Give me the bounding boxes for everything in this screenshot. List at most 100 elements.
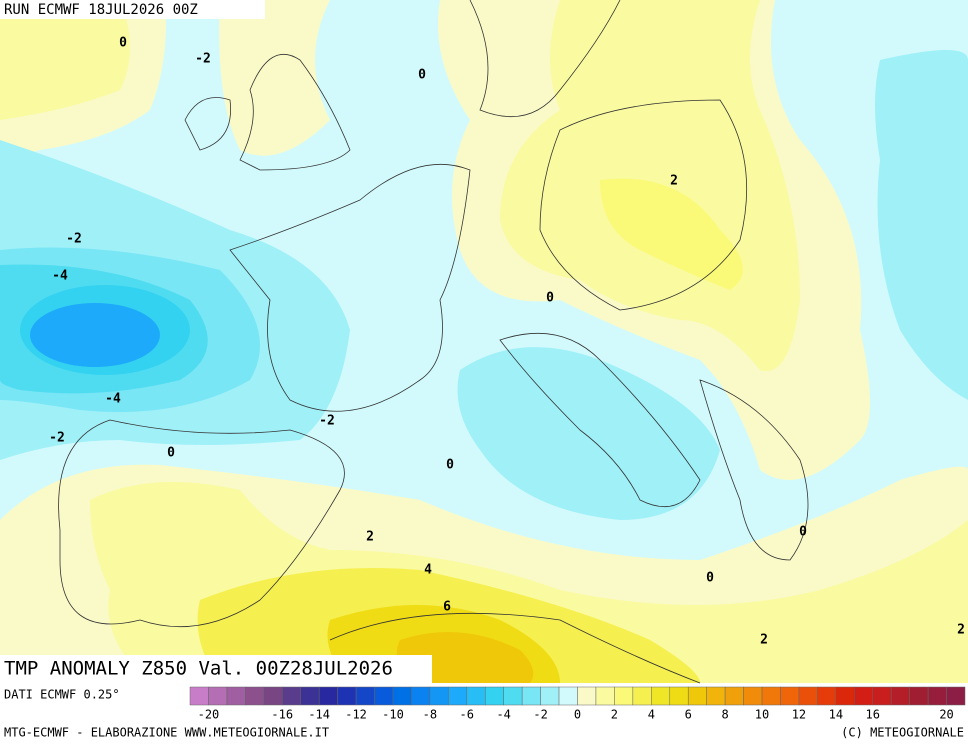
colorbar-tick-label: -20 — [198, 708, 220, 722]
colorbar-tick-label: 8 — [722, 708, 729, 722]
colorbar-tick-label: -10 — [382, 708, 404, 722]
border — [539, 99, 748, 311]
colorbar-tick-label: -4 — [496, 708, 510, 722]
coastline — [229, 163, 471, 412]
contour-label: -2 — [319, 414, 335, 429]
colorbar-tick-label: 2 — [611, 708, 618, 722]
colorbar-tick-label: -12 — [345, 708, 367, 722]
colorbar-tick-label: -14 — [308, 708, 330, 722]
colorbar-box — [761, 686, 781, 706]
contour-label: 4 — [424, 563, 432, 578]
colorbar-box — [337, 686, 357, 706]
anomaly-area — [219, 0, 330, 156]
contour-label: 0 — [546, 291, 554, 306]
colorbar-box — [927, 686, 947, 706]
colorbar-box — [226, 686, 246, 706]
contour-label: 0 — [799, 525, 807, 540]
anomaly-area — [875, 50, 968, 400]
colorbar-tick-label: 4 — [648, 708, 655, 722]
colorbar-box — [946, 686, 966, 706]
colorbar-box — [411, 686, 431, 706]
coastline — [329, 612, 701, 684]
colorbar-box — [669, 686, 689, 706]
colorbar-box — [817, 686, 837, 706]
contour-label: -4 — [105, 392, 121, 407]
colorbar-box — [189, 686, 209, 706]
colorbar-box — [632, 686, 652, 706]
colorbar-box — [282, 686, 301, 706]
colorbar-box — [300, 686, 320, 706]
colorbar-tick-label: 20 — [939, 708, 953, 722]
colorbar-tick-label: 10 — [755, 708, 769, 722]
colorbar: -20 -16 -14 -12 -10 -8 -6 -4 -2 0 2 4 6 8 10 12 14 16 20 — [189, 686, 966, 722]
colorbar-box — [355, 686, 375, 706]
colorbar-box — [466, 686, 486, 706]
coastline — [699, 379, 809, 561]
coastlines — [58, 0, 809, 684]
data-source: DATI ECMWF 0.25° — [4, 688, 120, 702]
colorbar-box — [724, 686, 744, 706]
contour-label: -4 — [52, 269, 68, 284]
colorbar-box — [909, 686, 929, 706]
colorbar-box — [743, 686, 763, 706]
colorbar-box — [448, 686, 468, 706]
colorbar-box — [374, 686, 394, 706]
colorbar-box — [521, 686, 541, 706]
coastline — [58, 419, 345, 628]
contour-labels: 0 -2 0 2 -2 -4 0 -4 -2 -2 0 0 2 0 4 0 6 2 2 — [49, 36, 965, 648]
contour-label: 0 — [119, 36, 127, 51]
colorbar-box — [780, 686, 800, 706]
title-box — [0, 655, 432, 683]
colorbar-box — [540, 686, 560, 706]
colorbar-tick-label: -6 — [460, 708, 474, 722]
colorbar-box — [614, 686, 634, 706]
colorbar-box — [245, 686, 265, 706]
colorbar-box — [558, 686, 578, 706]
coastline — [239, 54, 351, 171]
anomaly-area — [30, 303, 160, 367]
contour-label: 0 — [706, 571, 714, 586]
map-title: TMP ANOMALY Z850 Val. 00Z28JUL2026 — [4, 658, 393, 680]
contour-label: -2 — [66, 232, 82, 247]
anomaly-area — [457, 347, 720, 520]
colorbar-box — [392, 686, 412, 706]
colorbar-tick-label: 16 — [866, 708, 880, 722]
colorbar-tick-label: -8 — [423, 708, 437, 722]
colorbar-box — [595, 686, 615, 706]
anomaly-area — [600, 178, 743, 290]
coastline — [469, 0, 621, 117]
coastline — [184, 97, 232, 151]
colorbar-box — [429, 686, 449, 706]
contour-label: 0 — [418, 68, 426, 83]
anomaly-area — [0, 0, 130, 120]
map: RUN ECMWF 18JUL2026 00Z TMP ANOMALY Z850… — [0, 0, 968, 684]
coastline — [499, 332, 701, 508]
credit: MTG-ECMWF - ELABORAZIONE WWW.METEOGIORNA… — [4, 726, 329, 740]
run-header: RUN ECMWF 18JUL2026 00Z — [4, 2, 198, 18]
colorbar-box — [872, 686, 892, 706]
colorbar-box — [854, 686, 873, 706]
colorbar-box — [651, 686, 671, 706]
colorbar-box — [706, 686, 726, 706]
contour-label: 2 — [366, 530, 374, 545]
contour-label: 2 — [957, 623, 965, 638]
colorbar-box — [484, 686, 504, 706]
colorbar-box — [687, 686, 707, 706]
colorbar-box — [835, 686, 855, 706]
colorbar-tick-label: 6 — [685, 708, 692, 722]
contour-label: -2 — [49, 431, 65, 446]
colorbar-tick-label: -16 — [271, 708, 293, 722]
colorbar-box — [798, 686, 818, 706]
colorbar-box — [890, 686, 910, 706]
contour-label: 6 — [443, 600, 451, 615]
colorbar-box — [503, 686, 523, 706]
contour-label: 2 — [760, 633, 768, 648]
contour-label: 2 — [670, 174, 678, 189]
header-box — [0, 0, 265, 19]
colorbar-box — [208, 686, 228, 706]
contour-label: -2 — [195, 52, 211, 67]
copyright: (C) METEOGIORNALE — [841, 726, 964, 740]
colorbar-tick-label: -2 — [533, 708, 547, 722]
